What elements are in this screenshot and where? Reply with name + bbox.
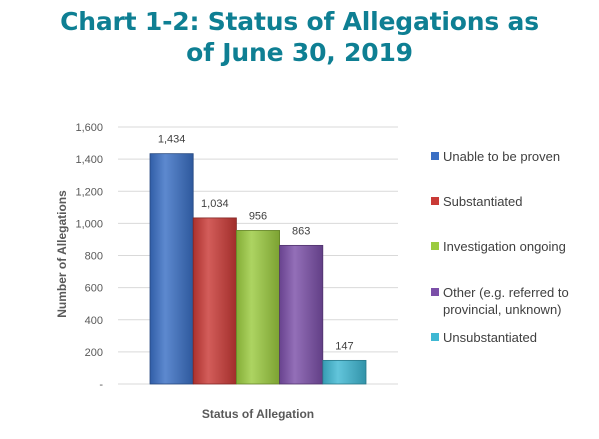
legend-label: Investigation ongoing (443, 239, 566, 254)
y-tick-label: 400 (85, 315, 103, 327)
legend-swatch (431, 288, 439, 296)
data-label: 956 (249, 210, 267, 222)
y-tick-label: 600 (85, 283, 103, 295)
data-label: 147 (335, 340, 353, 352)
bar (235, 230, 280, 385)
legend-item: Substantiated (431, 193, 596, 210)
y-tick-label: 1,000 (75, 218, 103, 230)
legend-label: Unable to be proven (443, 149, 561, 164)
bar (192, 217, 237, 385)
bar (322, 359, 367, 385)
y-axis-label: Number of Allegations (55, 190, 69, 318)
legend-label: Other (e.g. referred to provincial, unkn… (443, 285, 569, 317)
legend-swatch (431, 197, 439, 205)
legend-swatch (431, 333, 439, 341)
data-label: 863 (292, 225, 310, 237)
legend-label: Substantiated (443, 194, 523, 209)
y-tick-label: 1,600 (75, 122, 103, 134)
data-labels: 1,434 1,034 956 863 147 (158, 134, 354, 353)
legend-item: Investigation ongoing (431, 238, 596, 255)
y-tick-label: 1,400 (75, 154, 103, 166)
legend-item: Other (e.g. referred to provincial, unkn… (431, 284, 596, 318)
bars (149, 153, 367, 385)
chart-title-line-1: Chart 1-2: Status of Allegations as (60, 7, 539, 36)
chart-title-line-2: of June 30, 2019 (186, 38, 413, 67)
legend-item: Unable to be proven (431, 148, 596, 165)
y-tick-label: - (99, 379, 103, 391)
legend-label: Unsubstantiated (443, 330, 537, 345)
y-tick-label: 1,200 (75, 186, 103, 198)
x-axis-label: Status of Allegation (202, 407, 314, 421)
data-label: 1,034 (201, 198, 229, 210)
data-label: 1,434 (158, 134, 186, 146)
bar (279, 244, 324, 385)
legend-swatch (431, 242, 439, 250)
y-axis-ticks: - 200 400 600 800 1,000 1,200 1,400 1,600 (75, 122, 103, 391)
legend-swatch (431, 152, 439, 160)
chart-title: Chart 1-2: Status of Allegations as of J… (0, 6, 599, 68)
bar (149, 153, 194, 385)
y-tick-label: 200 (85, 347, 103, 359)
legend-item: Unsubstantiated (431, 329, 596, 346)
y-tick-label: 800 (85, 251, 103, 263)
